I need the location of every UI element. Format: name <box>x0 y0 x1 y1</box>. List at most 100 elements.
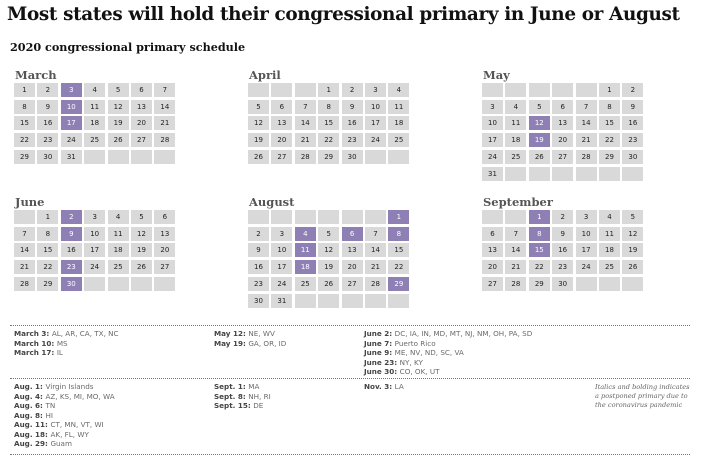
day-march-11: 11 <box>84 99 106 114</box>
day-may-30: 30 <box>622 149 644 164</box>
day-august-15: 15 <box>388 243 410 258</box>
empty-cell <box>575 83 597 97</box>
day-may-2: 2 <box>622 83 644 97</box>
day-may-13: 13 <box>552 116 574 131</box>
day-april-3: 3 <box>365 83 386 97</box>
day-august-7: 7 <box>365 226 386 241</box>
schedule-entry: Aug. 8: HI <box>14 411 115 421</box>
day-june-4: 4 <box>107 210 129 224</box>
month-label: August <box>249 195 295 209</box>
day-may-17: 17 <box>482 133 503 148</box>
day-may-18: 18 <box>505 133 527 148</box>
empty-cell <box>505 166 527 181</box>
day-august-8: 8 <box>388 226 410 241</box>
day-june-10: 10 <box>84 226 106 241</box>
day-may-29: 29 <box>599 149 620 164</box>
schedule-col-sept: Sept. 1: MA Sept. 8: NH, RI Sept. 15: DE <box>214 382 271 411</box>
day-april-12: 12 <box>248 116 269 131</box>
day-september-5: 5 <box>622 210 644 224</box>
day-april-17: 17 <box>365 116 386 131</box>
schedule-entry: Aug. 18: AK, FL, WY <box>14 430 115 440</box>
day-april-22: 22 <box>318 133 340 148</box>
schedule-states: Puerto Rico <box>394 338 436 348</box>
month-label: May <box>483 68 510 82</box>
day-may-7: 7 <box>575 99 597 114</box>
day-september-1: 1 <box>528 210 550 224</box>
postponed-note: Italics and bolding indicates a postpone… <box>595 383 690 409</box>
day-march-14: 14 <box>154 99 176 114</box>
schedule-entry: March 3: AL, AR, CA, TX, NC <box>14 329 119 339</box>
day-august-3: 3 <box>271 226 293 241</box>
schedule-entry: May 19: GA, OR, ID <box>214 339 286 349</box>
day-march-17: 17 <box>60 116 82 131</box>
day-september-6: 6 <box>482 226 503 241</box>
schedule-date: Sept. 1: <box>214 382 249 391</box>
day-may-11: 11 <box>505 116 527 131</box>
day-march-5: 5 <box>107 83 129 97</box>
day-august-2: 2 <box>248 226 269 241</box>
schedule-col-aug: Aug. 1: Virgin Islands Aug. 4: AZ, KS, MI… <box>14 382 115 449</box>
day-may-12: 12 <box>528 116 550 131</box>
day-september-26: 26 <box>622 260 644 275</box>
empty-cell <box>552 83 574 97</box>
divider-middle <box>10 378 690 379</box>
day-may-31: 31 <box>482 166 503 181</box>
day-august-5: 5 <box>318 226 340 241</box>
day-september-17: 17 <box>575 243 597 258</box>
day-march-22: 22 <box>14 133 35 148</box>
day-june-28: 28 <box>14 276 35 291</box>
day-april-23: 23 <box>341 133 363 148</box>
day-may-26: 26 <box>528 149 550 164</box>
day-august-27: 27 <box>341 276 363 291</box>
schedule-states: Virgin Islands <box>45 382 94 391</box>
day-june-15: 15 <box>37 243 59 258</box>
schedule-states: MS <box>56 338 68 348</box>
schedule-states: ME, NV, ND, SC, VA <box>394 348 464 357</box>
day-april-14: 14 <box>294 116 316 131</box>
day-september-22: 22 <box>528 260 550 275</box>
schedule-entry: June 30: CO, OK, UT <box>364 367 532 377</box>
day-april-20: 20 <box>271 133 293 148</box>
day-june-1: 1 <box>37 210 59 224</box>
empty-cell <box>294 83 316 97</box>
day-april-21: 21 <box>294 133 316 148</box>
schedule-entry: Nov. 3: LA <box>364 382 404 392</box>
empty-cell <box>341 210 363 224</box>
empty-cell <box>84 276 106 291</box>
day-june-14: 14 <box>14 243 35 258</box>
empty-cell <box>154 276 176 291</box>
day-september-9: 9 <box>552 226 574 241</box>
schedule-entry: Aug. 1: Virgin Islands <box>14 382 115 392</box>
empty-cell <box>528 166 550 181</box>
schedule-states: AZ, KS, MI, MO, WA <box>45 391 115 401</box>
schedule-entry: June 7: Puerto Rico <box>364 339 532 349</box>
schedule-states: NY, KY <box>399 357 423 367</box>
empty-cell <box>575 276 597 291</box>
day-march-15: 15 <box>14 116 35 131</box>
day-september-14: 14 <box>505 243 527 258</box>
day-august-25: 25 <box>294 276 316 291</box>
day-september-25: 25 <box>599 260 620 275</box>
schedule-entry: March 17: IL <box>14 348 119 358</box>
schedule-states: CO, OK, UT <box>399 367 440 376</box>
day-august-16: 16 <box>248 260 269 275</box>
day-may-1: 1 <box>599 83 620 97</box>
schedule-entry: June 2: DC, IA, IN, MD, MT, NJ, NM, OH, … <box>364 329 532 339</box>
schedule-states: AL, AR, CA, TX, NC <box>51 329 119 338</box>
month-label: September <box>483 195 553 209</box>
schedule-date: Aug. 18: <box>14 429 51 439</box>
empty-cell <box>318 210 340 224</box>
schedule-entry: Sept. 8: NH, RI <box>214 392 271 402</box>
empty-cell <box>365 210 386 224</box>
schedule-date: May 12: <box>214 329 249 338</box>
day-september-24: 24 <box>575 260 597 275</box>
month-label: April <box>249 68 281 82</box>
day-june-19: 19 <box>131 243 152 258</box>
day-august-4: 4 <box>294 226 316 241</box>
empty-cell <box>131 149 152 164</box>
schedule-date: June 2: <box>364 329 395 338</box>
day-april-8: 8 <box>318 99 340 114</box>
day-may-6: 6 <box>552 99 574 114</box>
empty-cell <box>294 210 316 224</box>
day-september-10: 10 <box>575 226 597 241</box>
